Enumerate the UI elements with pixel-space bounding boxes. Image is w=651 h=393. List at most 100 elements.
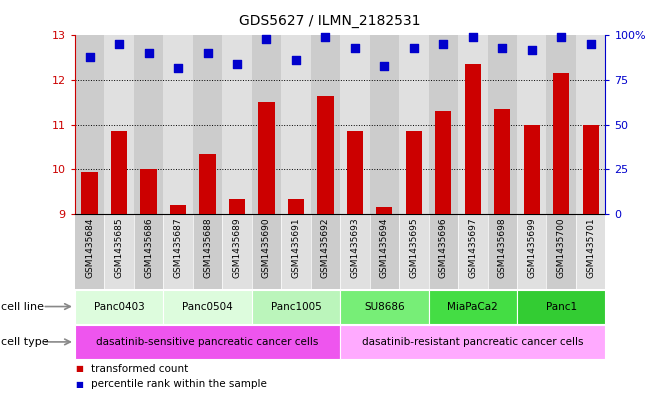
- Text: ■: ■: [75, 364, 83, 373]
- Point: [379, 62, 389, 69]
- Bar: [104, 35, 134, 214]
- Point: [556, 34, 566, 40]
- Bar: [458, 214, 488, 289]
- Bar: [399, 214, 428, 289]
- Bar: [553, 73, 570, 214]
- Point: [173, 64, 183, 71]
- Text: GSM1435689: GSM1435689: [232, 217, 242, 278]
- Bar: [583, 125, 599, 214]
- Text: transformed count: transformed count: [91, 364, 188, 374]
- Bar: [317, 96, 333, 214]
- Bar: [252, 290, 340, 323]
- Text: dasatinib-sensitive pancreatic cancer cells: dasatinib-sensitive pancreatic cancer ce…: [96, 337, 319, 347]
- Text: GSM1435701: GSM1435701: [586, 217, 595, 278]
- Bar: [576, 214, 605, 289]
- Bar: [229, 198, 245, 214]
- Bar: [488, 214, 517, 289]
- Bar: [370, 214, 399, 289]
- Bar: [75, 290, 163, 323]
- Point: [143, 50, 154, 56]
- Bar: [75, 214, 104, 289]
- Bar: [222, 214, 252, 289]
- Text: GSM1435690: GSM1435690: [262, 217, 271, 278]
- Bar: [399, 35, 428, 214]
- Text: GSM1435688: GSM1435688: [203, 217, 212, 278]
- Bar: [428, 214, 458, 289]
- Text: SU8686: SU8686: [364, 301, 405, 312]
- Point: [497, 45, 508, 51]
- Bar: [523, 125, 540, 214]
- Text: Panc1005: Panc1005: [271, 301, 322, 312]
- Point: [350, 45, 360, 51]
- Text: ■: ■: [75, 380, 83, 389]
- Text: percentile rank within the sample: percentile rank within the sample: [91, 379, 267, 389]
- Bar: [311, 35, 340, 214]
- Text: GDS5627 / ILMN_2182531: GDS5627 / ILMN_2182531: [239, 14, 421, 28]
- Point: [291, 57, 301, 64]
- Bar: [340, 214, 370, 289]
- Text: GSM1435700: GSM1435700: [557, 217, 566, 278]
- Point: [409, 45, 419, 51]
- Bar: [111, 132, 127, 214]
- Bar: [428, 290, 517, 323]
- Bar: [370, 35, 399, 214]
- Text: cell line: cell line: [1, 301, 44, 312]
- Text: Panc0403: Panc0403: [94, 301, 145, 312]
- Bar: [428, 35, 458, 214]
- Bar: [281, 35, 311, 214]
- Point: [467, 34, 478, 40]
- Bar: [252, 214, 281, 289]
- Point: [114, 41, 124, 48]
- Bar: [222, 35, 252, 214]
- Bar: [406, 132, 422, 214]
- Bar: [340, 290, 428, 323]
- Bar: [546, 214, 576, 289]
- Text: GSM1435697: GSM1435697: [468, 217, 477, 278]
- Text: GSM1435698: GSM1435698: [498, 217, 506, 278]
- Point: [320, 34, 331, 40]
- Text: MiaPaCa2: MiaPaCa2: [447, 301, 498, 312]
- Point: [438, 41, 449, 48]
- Bar: [517, 290, 605, 323]
- Point: [585, 41, 596, 48]
- Text: GSM1435692: GSM1435692: [321, 217, 330, 278]
- Bar: [576, 35, 605, 214]
- Bar: [546, 35, 576, 214]
- Bar: [465, 64, 481, 214]
- Bar: [141, 169, 157, 214]
- Text: GSM1435693: GSM1435693: [350, 217, 359, 278]
- Text: GSM1435694: GSM1435694: [380, 217, 389, 278]
- Bar: [458, 35, 488, 214]
- Text: Panc1: Panc1: [546, 301, 577, 312]
- Text: GSM1435695: GSM1435695: [409, 217, 419, 278]
- Bar: [311, 214, 340, 289]
- Bar: [488, 35, 517, 214]
- Bar: [199, 154, 215, 214]
- Text: GSM1435686: GSM1435686: [144, 217, 153, 278]
- Bar: [258, 103, 275, 214]
- Text: GSM1435685: GSM1435685: [115, 217, 124, 278]
- Bar: [340, 325, 605, 359]
- Bar: [134, 35, 163, 214]
- Text: GSM1435687: GSM1435687: [174, 217, 182, 278]
- Point: [232, 61, 242, 67]
- Bar: [517, 214, 546, 289]
- Bar: [288, 198, 304, 214]
- Bar: [75, 35, 104, 214]
- Text: GSM1435684: GSM1435684: [85, 217, 94, 278]
- Bar: [163, 35, 193, 214]
- Bar: [170, 205, 186, 214]
- Bar: [517, 35, 546, 214]
- Bar: [193, 35, 222, 214]
- Point: [202, 50, 213, 56]
- Bar: [81, 172, 98, 214]
- Bar: [436, 111, 451, 214]
- Bar: [193, 214, 222, 289]
- Bar: [340, 35, 370, 214]
- Text: GSM1435691: GSM1435691: [292, 217, 300, 278]
- Bar: [104, 214, 134, 289]
- Text: dasatinib-resistant pancreatic cancer cells: dasatinib-resistant pancreatic cancer ce…: [362, 337, 583, 347]
- Bar: [134, 214, 163, 289]
- Bar: [494, 109, 510, 214]
- Text: cell type: cell type: [1, 337, 48, 347]
